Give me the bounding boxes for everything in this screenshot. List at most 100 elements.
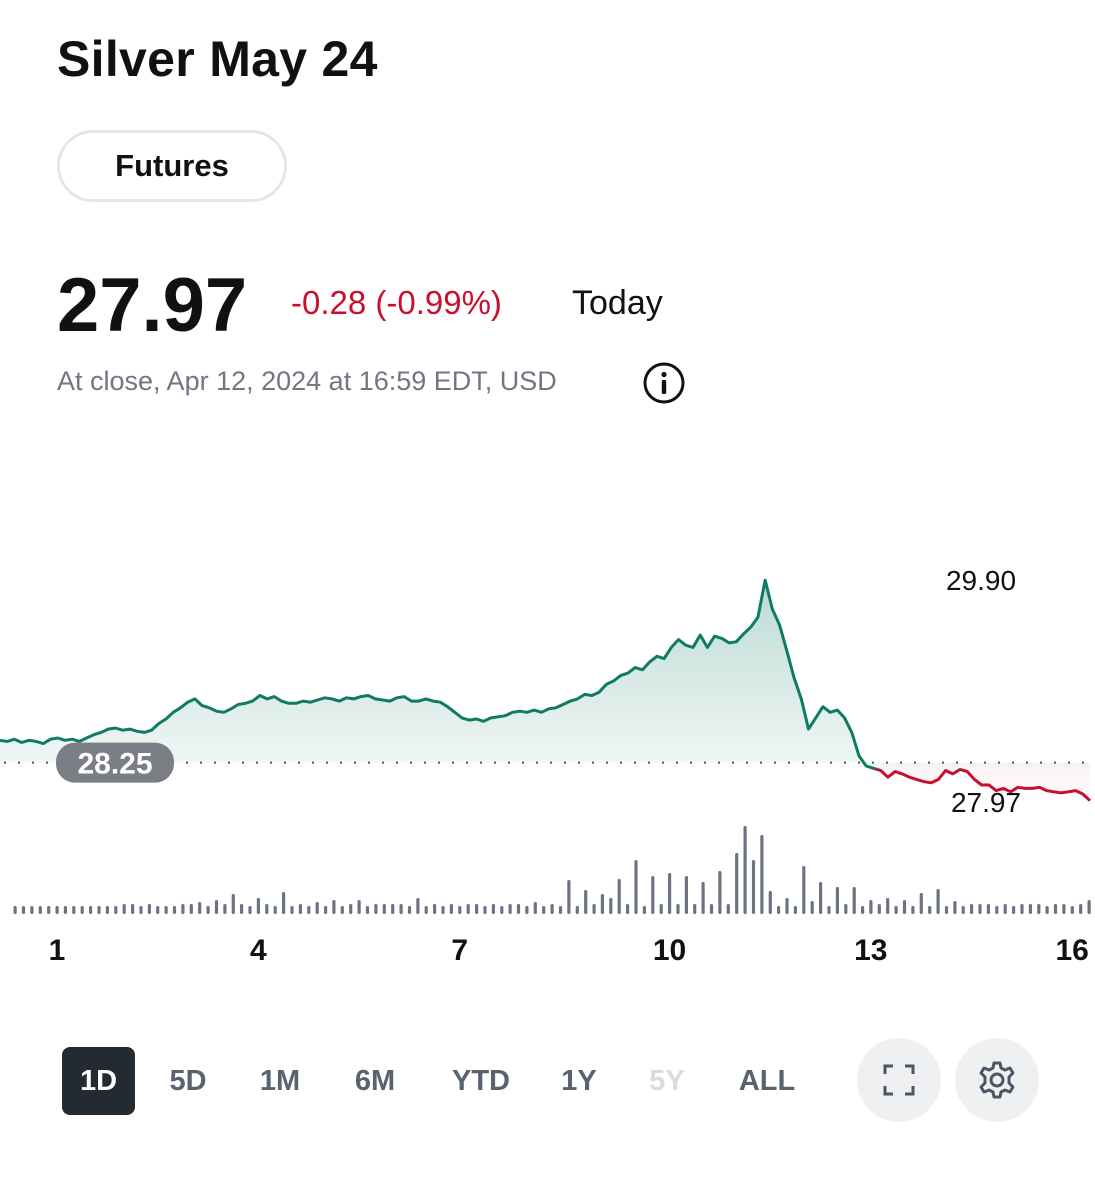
volume-bar xyxy=(869,900,873,914)
volume-bar xyxy=(172,906,177,914)
volume-bar xyxy=(558,906,563,914)
volume-bar xyxy=(886,898,890,914)
volume-bar xyxy=(30,906,34,914)
volume-bar xyxy=(55,906,59,914)
volume-bar xyxy=(793,906,797,914)
volume-bar xyxy=(617,879,621,914)
high-label: 29.90 xyxy=(946,565,1016,596)
volume-bar xyxy=(147,904,151,914)
volume-bar xyxy=(709,904,714,914)
volume-bar xyxy=(382,904,386,914)
info-circle-icon[interactable] xyxy=(642,361,686,405)
volume-bar xyxy=(433,904,437,914)
volume-bar xyxy=(961,906,965,914)
volume-bars xyxy=(13,826,1091,914)
volume-bar xyxy=(626,904,630,914)
range-5d-button[interactable]: 5D xyxy=(169,1064,207,1097)
settings-button[interactable] xyxy=(955,1038,1039,1122)
volume-bar xyxy=(340,906,344,914)
volume-bar xyxy=(718,871,722,914)
volume-bar xyxy=(516,904,521,914)
volume-bar xyxy=(80,906,84,914)
futures-pill[interactable]: Futures xyxy=(57,130,287,202)
x-axis-ticks: 1 4 7 10 13 16 xyxy=(49,934,1089,967)
volume-bar xyxy=(198,902,202,914)
price-line-up xyxy=(0,578,964,769)
volume-bar xyxy=(701,882,705,914)
range-1d-button[interactable]: 1D xyxy=(62,1047,135,1115)
volume-bar xyxy=(240,904,244,914)
volume-bar xyxy=(894,906,898,914)
volume-bar xyxy=(483,906,487,914)
volume-bar xyxy=(391,904,395,914)
volume-bar xyxy=(13,906,17,914)
gear-icon xyxy=(979,1061,1015,1099)
volume-bar xyxy=(777,906,781,914)
volume-bar xyxy=(911,906,915,914)
x-tick-label: 16 xyxy=(1056,934,1089,967)
volume-bar xyxy=(332,900,336,914)
volume-bar xyxy=(676,904,680,914)
volume-bar xyxy=(1020,904,1024,914)
volume-bar xyxy=(315,902,319,914)
volume-bar xyxy=(936,889,940,914)
x-tick-label: 13 xyxy=(854,934,887,967)
volume-bar xyxy=(751,860,756,914)
volume-bar xyxy=(256,898,260,914)
volume-bar xyxy=(307,906,311,914)
volume-bar xyxy=(248,906,252,914)
volume-bar xyxy=(214,900,219,914)
volume-bar xyxy=(63,906,67,914)
volume-bar xyxy=(584,890,588,914)
volume-bar xyxy=(735,853,739,914)
fullscreen-button[interactable] xyxy=(857,1038,941,1122)
page-title: Silver May 24 xyxy=(57,31,378,87)
close-note: At close, Apr 12, 2024 at 16:59 EDT, USD xyxy=(57,366,557,396)
volume-bar xyxy=(542,906,546,914)
volume-bar xyxy=(475,904,479,914)
volume-bar xyxy=(844,904,848,914)
previous-close-label: 28.25 xyxy=(77,748,152,781)
volume-bar xyxy=(600,894,604,914)
volume-bar xyxy=(500,906,504,914)
volume-bar xyxy=(164,906,168,914)
volume-bar xyxy=(819,882,823,914)
range-1y-button[interactable]: 1Y xyxy=(561,1064,597,1097)
volume-bar xyxy=(902,900,907,914)
volume-bar xyxy=(743,826,747,914)
volume-bar xyxy=(919,893,923,914)
volume-bar xyxy=(38,906,42,914)
volume-bar xyxy=(374,904,378,914)
volume-bar xyxy=(525,906,529,914)
volume-bar xyxy=(139,906,143,914)
volume-bar xyxy=(651,876,655,914)
volume-bar xyxy=(282,892,286,914)
volume-bar xyxy=(357,900,361,914)
volume-bar xyxy=(189,904,193,914)
previous-close-badge: 28.25 xyxy=(56,742,174,783)
volume-bar xyxy=(835,887,839,914)
volume-bar xyxy=(785,898,789,914)
volume-bar xyxy=(575,906,579,914)
range-6m-button[interactable]: 6M xyxy=(354,1064,396,1097)
volume-bar xyxy=(114,906,118,914)
volume-bar xyxy=(1012,906,1016,914)
volume-bar xyxy=(760,835,764,914)
volume-bar xyxy=(97,906,101,914)
volume-bar xyxy=(273,906,277,914)
volume-bar xyxy=(181,904,185,914)
volume-bar xyxy=(407,906,412,914)
x-tick-label: 1 xyxy=(49,934,66,967)
volume-bar xyxy=(89,906,93,914)
volume-bar xyxy=(995,906,999,914)
fullscreen-icon xyxy=(883,1064,915,1096)
volume-bar xyxy=(978,904,982,914)
volume-bar xyxy=(131,904,135,914)
range-all-button[interactable]: ALL xyxy=(738,1064,796,1097)
volume-bar xyxy=(105,906,109,914)
volume-bar xyxy=(1062,904,1066,914)
x-tick-label: 7 xyxy=(451,934,468,967)
range-ytd-button[interactable]: YTD xyxy=(452,1064,510,1097)
volume-bar xyxy=(466,904,470,914)
range-1m-button[interactable]: 1M xyxy=(259,1064,301,1097)
